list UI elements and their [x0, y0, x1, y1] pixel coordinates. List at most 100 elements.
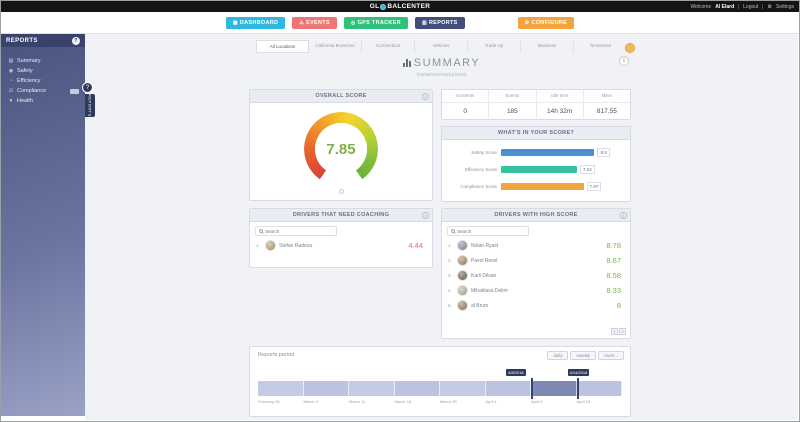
score-breakdown-body: Safety Score 8.9 Efficiency Score 7.24 C…	[442, 140, 630, 195]
nav-dashboard-label: DASHBOARD	[239, 19, 279, 26]
nav-reports-button[interactable]: ▥ REPORTS	[414, 16, 465, 29]
timeline-segment	[485, 381, 531, 396]
welcome-label: Welcome	[690, 3, 712, 10]
sidebar-help-icon[interactable]: ?	[72, 36, 80, 45]
tab-location-4[interactable]: Vehicles	[415, 40, 468, 53]
top-user-area: Welcome Al Elard Logout ⚙ Settings	[690, 1, 794, 12]
driver-row[interactable]: 3. Karli Dilsan 8.58	[442, 268, 630, 283]
reports-period-card: Reports period daily weekly mont... 4/8/…	[249, 346, 631, 417]
compliance-score-label: Compliance Score	[460, 184, 497, 189]
driver-row[interactable]: 5. al Brum 8	[442, 298, 630, 313]
timeline-segment	[258, 381, 304, 396]
driver-row[interactable]: 1. Stefan Radeou 4.44	[250, 238, 432, 253]
breakdown-row-safety: Safety Score 8.9	[442, 144, 630, 161]
efficiency-score-label: Efficiency Score	[464, 167, 497, 172]
help-bubble-icon[interactable]: ?	[82, 82, 93, 93]
logout-link[interactable]: Logout	[743, 3, 759, 10]
stat-value-events: 185	[489, 103, 537, 120]
timeline-selected-segment	[531, 381, 577, 396]
timeline-segment	[349, 381, 395, 396]
timeline-segment	[394, 381, 440, 396]
dashboard-icon: ▦	[232, 19, 238, 26]
coaching-search-input[interactable]	[265, 228, 333, 234]
configure-icon: ⚙	[524, 19, 530, 26]
card-header: DRIVERS WITH HIGH SCORE i	[442, 209, 630, 222]
timeline-axis: February 26 March 4 March 11 March 18 Ma…	[258, 399, 622, 404]
nav-gps-tracker-label: GPS TRACKER	[357, 19, 401, 26]
axis-label: April 1	[485, 399, 497, 404]
top-bar: GL BALCENTER Welcome Al Elard Logout ⚙ Se…	[1, 1, 799, 12]
avatar	[457, 270, 468, 281]
driver-row[interactable]: 1. Nolan Ryast 8.78	[442, 238, 630, 253]
gauge-arc	[304, 112, 378, 186]
nav-configure-button[interactable]: ⚙ CONFIGURE	[517, 16, 575, 29]
sidebar-item-summary[interactable]: ▤ Summary	[1, 56, 85, 66]
driver-rank: 3.	[448, 273, 452, 278]
logo-prefix: GL	[369, 3, 380, 10]
daily-button[interactable]: daily	[547, 351, 569, 360]
tab-location-6[interactable]: Business	[521, 40, 574, 53]
stats-card: Incidents Events Idle time Miles 0 185 1…	[441, 89, 631, 120]
sidebar-item-efficiency[interactable]: ◔ Efficiency	[1, 76, 85, 86]
sidebar-item-label: Summary	[17, 58, 41, 64]
breakdown-row-efficiency: Efficiency Score 7.24	[442, 161, 630, 178]
efficiency-score-value: 7.24	[580, 165, 595, 174]
feedback-icon[interactable]	[625, 43, 635, 53]
gps-tracker-icon: ◎	[350, 19, 356, 26]
coaching-search	[255, 226, 337, 236]
high-score-drivers-card: DRIVERS WITH HIGH SCORE i 1. Nolan Ryast…	[441, 208, 631, 339]
sidebar-header: REPORTS ?	[1, 34, 85, 47]
driver-row[interactable]: 2. Pavol Ressl 8.67	[442, 253, 630, 268]
info-icon[interactable]: i	[620, 212, 627, 219]
page-button-2[interactable]: 2	[619, 328, 626, 335]
info-icon[interactable]: i	[422, 212, 429, 219]
driver-row[interactable]: 4. Mihaklava Delim 8.33	[442, 283, 630, 298]
username: Al Elard	[715, 3, 735, 10]
compliance-score-value: 7.87	[586, 182, 602, 191]
tab-location-2[interactable]: California Branches	[309, 40, 362, 53]
reports-edge-tab[interactable]: REPORTS	[85, 94, 95, 117]
axis-label: February 26	[258, 399, 280, 404]
efficiency-score-bar	[501, 166, 578, 173]
settings-link[interactable]: Settings	[775, 3, 794, 10]
period-buttons: daily weekly mont...	[547, 351, 624, 360]
bar-chart-icon	[402, 59, 411, 69]
high-score-search-input[interactable]	[457, 228, 525, 234]
sidebar-item-compliance[interactable]: ☑ Compliance	[1, 86, 85, 96]
card-header: DRIVERS THAT NEED COACHING i	[250, 209, 432, 222]
safety-score-value: 8.9	[597, 148, 610, 157]
card-header: OVERALL SCORE i	[250, 90, 432, 103]
tab-location-5[interactable]: Trade Up	[468, 40, 521, 53]
tab-location-3[interactable]: Connecticut	[362, 40, 415, 53]
driver-rank: 2.	[448, 258, 452, 263]
selection-start-handle[interactable]	[531, 378, 533, 399]
info-icon[interactable]: i	[422, 93, 429, 100]
period-timeline[interactable]: 4/8/2018 4/14/2018	[258, 369, 622, 399]
sidebar-item-health[interactable]: ♥ Health	[1, 96, 85, 106]
page-button-1[interactable]: 1	[611, 328, 618, 335]
driver-rank: 5.	[448, 303, 452, 308]
logo-suffix: BALCENTER	[387, 3, 431, 10]
safety-score-label: Safety Score	[471, 150, 497, 155]
reports-icon: ▥	[421, 19, 427, 26]
tab-location-7[interactable]: Tennessee	[589, 43, 612, 48]
tab-all-locations[interactable]: All Locations	[256, 40, 309, 53]
nav-events-button[interactable]: ⚠ EVENTS	[292, 16, 337, 29]
reports-sidebar: REPORTS ? ▤ Summary ◉ Safety ◔ Efficienc…	[1, 34, 85, 416]
breakdown-row-compliance: Compliance Score 7.87	[442, 178, 630, 195]
monthly-button[interactable]: mont...	[598, 351, 624, 360]
selection-end-handle[interactable]	[576, 378, 579, 399]
app-logo: GL BALCENTER	[370, 3, 430, 10]
axis-label: March 4	[303, 399, 318, 404]
export-icon[interactable]: ↥	[619, 56, 629, 66]
driver-score: 8.58	[606, 271, 621, 280]
globe-icon	[380, 3, 387, 10]
date-range: (04/08/2018-04/14/2018)	[416, 72, 467, 77]
driver-name: Mihaklava Delim	[471, 287, 508, 294]
sidebar-item-safety[interactable]: ◉ Safety	[1, 66, 85, 76]
weekly-button[interactable]: weekly	[570, 351, 597, 360]
nav-dashboard-button[interactable]: ▦ DASHBOARD	[225, 16, 286, 29]
nav-gps-tracker-button[interactable]: ◎ GPS TRACKER	[343, 16, 408, 29]
axis-label: March 25	[440, 399, 457, 404]
